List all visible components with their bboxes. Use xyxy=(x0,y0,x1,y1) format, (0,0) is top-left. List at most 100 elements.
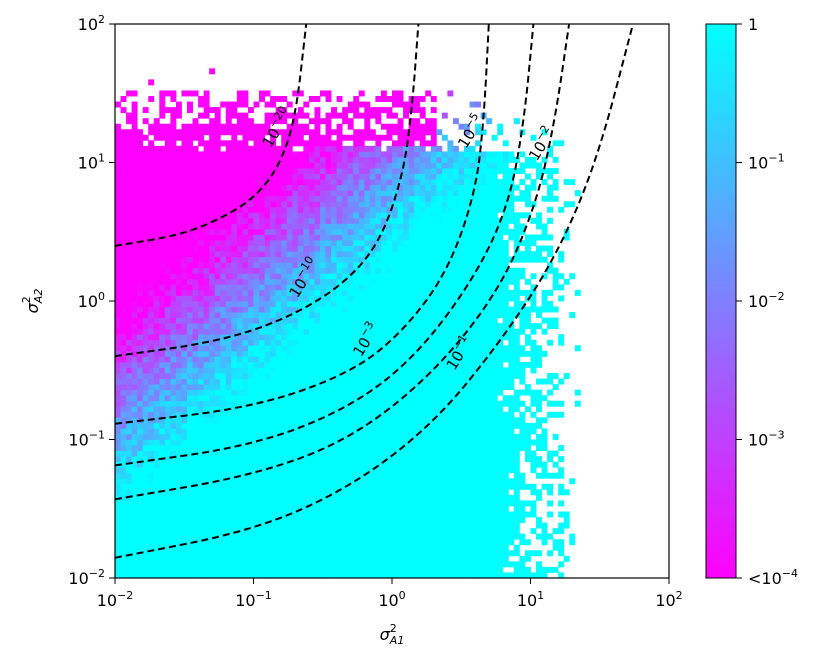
heatmap-cell xyxy=(153,411,160,418)
heatmap-cell xyxy=(403,312,410,319)
heatmap-cell xyxy=(425,561,432,568)
heatmap-cell xyxy=(137,212,144,219)
heatmap-cell xyxy=(397,361,404,368)
heatmap-cell xyxy=(419,406,426,413)
heatmap-cell xyxy=(292,256,299,263)
heatmap-cell xyxy=(403,500,410,507)
heatmap-cell xyxy=(264,267,271,274)
heatmap-cell xyxy=(375,190,382,197)
heatmap-cell xyxy=(297,262,304,269)
heatmap-cell xyxy=(414,467,421,474)
heatmap-cell xyxy=(198,350,205,357)
heatmap-cell xyxy=(264,433,271,440)
heatmap-cell xyxy=(209,533,216,540)
heatmap-cell xyxy=(231,217,238,224)
heatmap-cell xyxy=(436,251,443,258)
heatmap-cell xyxy=(142,389,149,396)
heatmap-cell xyxy=(281,217,288,224)
heatmap-cell xyxy=(253,489,260,496)
heatmap-cell xyxy=(430,456,437,463)
heatmap-cell xyxy=(159,384,166,391)
heatmap-cell xyxy=(364,539,371,546)
heatmap-cell xyxy=(292,173,299,180)
heatmap-cell xyxy=(242,212,249,219)
heatmap-cell xyxy=(187,278,193,285)
heatmap-cell xyxy=(120,206,127,213)
heatmap-cell xyxy=(386,190,393,197)
heatmap-cell xyxy=(159,323,166,330)
heatmap-cell xyxy=(220,168,227,174)
heatmap-cell xyxy=(242,533,249,540)
heatmap-cell xyxy=(441,411,448,418)
heatmap-cell xyxy=(214,456,221,463)
heatmap-cell xyxy=(336,472,343,479)
heatmap-cell xyxy=(403,306,410,313)
heatmap-cell xyxy=(308,555,315,562)
heatmap-cell xyxy=(286,228,293,235)
heatmap-cell xyxy=(126,555,133,562)
heatmap-cell xyxy=(187,450,193,457)
heatmap-cell xyxy=(236,533,243,540)
heatmap-cell xyxy=(436,195,443,202)
heatmap-cell xyxy=(181,406,188,413)
heatmap-cell xyxy=(403,350,410,357)
heatmap-cell xyxy=(292,234,299,241)
heatmap-cell xyxy=(187,467,193,474)
heatmap-cell xyxy=(270,555,277,562)
heatmap-cell xyxy=(209,411,216,418)
heatmap-cell xyxy=(264,411,271,418)
heatmap-cell xyxy=(436,151,443,158)
heatmap-cell xyxy=(170,334,177,341)
heatmap-cell xyxy=(319,350,326,357)
heatmap-cell xyxy=(203,107,210,114)
heatmap-cell xyxy=(225,278,232,285)
heatmap-cell xyxy=(436,256,443,263)
heatmap-cell xyxy=(375,184,382,191)
heatmap-cell xyxy=(397,544,404,551)
heatmap-cell xyxy=(175,234,182,241)
heatmap-cell xyxy=(115,151,121,158)
heatmap-cell xyxy=(231,511,238,518)
heatmap-cell xyxy=(115,505,121,512)
heatmap-cell xyxy=(342,334,349,341)
heatmap-cell xyxy=(292,522,299,529)
heatmap-cell xyxy=(225,417,232,424)
heatmap-cell xyxy=(292,278,299,285)
heatmap-cell xyxy=(403,389,410,396)
heatmap-cell xyxy=(303,517,310,523)
heatmap-cell xyxy=(336,356,343,363)
heatmap-cell xyxy=(303,256,310,263)
heatmap-cell xyxy=(314,511,321,518)
heatmap-cell xyxy=(397,439,404,446)
heatmap-cell xyxy=(392,306,398,313)
heatmap-cell xyxy=(225,456,232,463)
heatmap-cell xyxy=(259,417,265,424)
heatmap-cell xyxy=(153,328,160,335)
heatmap-cell xyxy=(203,483,210,490)
heatmap-cell xyxy=(314,555,321,562)
heatmap-cell xyxy=(126,378,133,385)
heatmap-cell xyxy=(264,561,271,568)
heatmap-cell xyxy=(297,533,304,540)
heatmap-cell xyxy=(275,262,282,269)
heatmap-cell xyxy=(430,129,437,136)
heatmap-cell xyxy=(275,323,282,330)
heatmap-cell xyxy=(170,145,177,152)
heatmap-cell xyxy=(203,439,210,446)
heatmap-cell xyxy=(203,267,210,274)
heatmap-cell xyxy=(220,101,227,108)
heatmap-cell xyxy=(425,306,432,313)
heatmap-cell xyxy=(281,461,288,468)
heatmap-cell xyxy=(386,145,393,152)
heatmap-cell xyxy=(292,539,299,546)
heatmap-cell xyxy=(270,544,277,551)
heatmap-cell xyxy=(436,345,443,352)
heatmap-cell xyxy=(380,528,387,535)
heatmap-cell xyxy=(397,118,404,125)
heatmap-cell xyxy=(275,184,282,191)
heatmap-cell xyxy=(164,539,171,546)
heatmap-cell xyxy=(247,129,254,136)
heatmap-cell xyxy=(425,400,432,407)
heatmap-cell xyxy=(231,555,238,562)
heatmap-cell xyxy=(148,168,155,174)
